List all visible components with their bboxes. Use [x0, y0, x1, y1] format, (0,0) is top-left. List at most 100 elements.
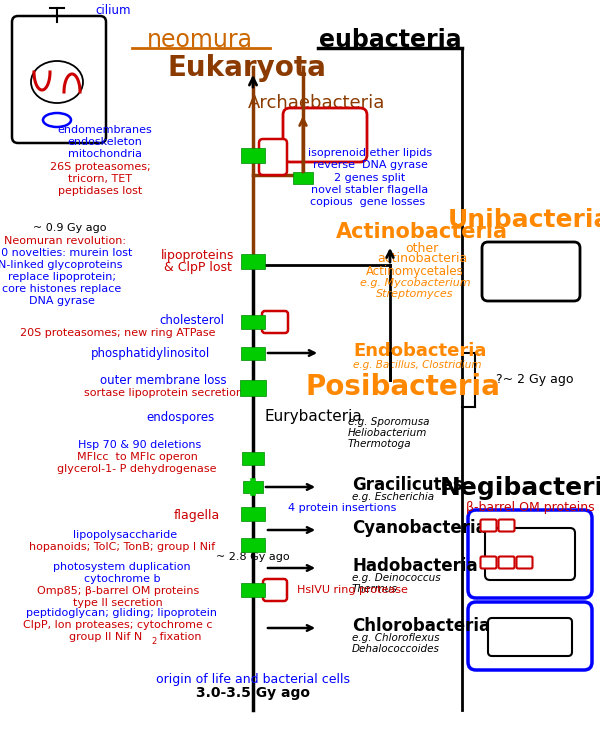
FancyBboxPatch shape	[468, 602, 592, 670]
Text: cilium: cilium	[95, 4, 131, 16]
Text: e.g. Bacillus, Clostridium: e.g. Bacillus, Clostridium	[353, 360, 482, 370]
Text: neomura: neomura	[147, 28, 253, 52]
Text: Negibacteria: Negibacteria	[439, 476, 600, 500]
Text: Eukaryota: Eukaryota	[168, 54, 327, 82]
Text: Thermus: Thermus	[352, 584, 398, 594]
Text: Unibacteria: Unibacteria	[448, 208, 600, 232]
Text: isoprenoid ether lipids: isoprenoid ether lipids	[308, 148, 432, 158]
Text: MFIcc  to MFIc operon: MFIcc to MFIc operon	[77, 452, 197, 462]
Bar	[241, 347, 265, 360]
FancyBboxPatch shape	[481, 557, 497, 568]
Bar	[241, 538, 265, 552]
Bar	[241, 507, 265, 521]
Text: Streptomyces: Streptomyces	[376, 289, 454, 299]
Text: Omp85; β-barrel OM proteins: Omp85; β-barrel OM proteins	[37, 586, 199, 596]
Text: cholesterol: cholesterol	[159, 314, 224, 327]
FancyBboxPatch shape	[488, 618, 572, 656]
Bar	[241, 583, 265, 597]
Text: 26S proteasomes;: 26S proteasomes;	[50, 162, 151, 172]
Bar	[241, 148, 265, 163]
FancyBboxPatch shape	[283, 108, 367, 162]
FancyBboxPatch shape	[481, 520, 497, 532]
Text: endoskeleton: endoskeleton	[68, 137, 142, 147]
Text: hopanoids; ToIC; TonB; group I Nif: hopanoids; ToIC; TonB; group I Nif	[29, 542, 215, 552]
Text: e.g. Escherichia: e.g. Escherichia	[352, 492, 434, 502]
Text: photosystem duplication: photosystem duplication	[53, 562, 191, 572]
Bar	[241, 315, 265, 329]
Text: flagella: flagella	[174, 509, 220, 521]
Text: Endobacteria: Endobacteria	[353, 342, 487, 360]
Bar	[243, 481, 263, 493]
Text: Dehalococcoides: Dehalococcoides	[352, 644, 440, 654]
Text: peptidases lost: peptidases lost	[58, 186, 142, 196]
Text: ?~ 2 Gy ago: ?~ 2 Gy ago	[496, 374, 574, 386]
Text: Cyanobacteria: Cyanobacteria	[352, 519, 487, 537]
Bar	[242, 452, 264, 464]
Bar	[241, 253, 265, 268]
Text: 2: 2	[151, 637, 156, 646]
Text: eubacteria: eubacteria	[319, 28, 461, 52]
FancyBboxPatch shape	[485, 528, 575, 580]
Text: type II secretion: type II secretion	[73, 598, 163, 608]
Text: 20 novelties: murein lost: 20 novelties: murein lost	[0, 248, 132, 258]
Text: tricorn, TET: tricorn, TET	[68, 174, 132, 184]
Text: 2 genes split: 2 genes split	[334, 173, 406, 183]
Bar	[240, 380, 266, 396]
FancyBboxPatch shape	[517, 557, 533, 568]
Ellipse shape	[43, 113, 71, 127]
Text: β-barrel OM proteins: β-barrel OM proteins	[466, 502, 595, 515]
Text: HslVU ring protease: HslVU ring protease	[297, 585, 408, 595]
Text: 3.0-3.5 Gy ago: 3.0-3.5 Gy ago	[196, 686, 310, 700]
Text: N-linked glycoproteins: N-linked glycoproteins	[0, 260, 122, 270]
Text: lipopolysaccharide: lipopolysaccharide	[73, 530, 177, 540]
Ellipse shape	[31, 61, 83, 103]
Text: lipoproteins: lipoproteins	[161, 249, 235, 261]
Text: Hadobacteria: Hadobacteria	[352, 557, 478, 575]
Text: fixation: fixation	[156, 632, 202, 642]
Text: Archaebacteria: Archaebacteria	[248, 94, 385, 112]
Text: Neomuran revolution:: Neomuran revolution:	[4, 236, 126, 246]
Text: endomembranes: endomembranes	[58, 125, 152, 135]
FancyBboxPatch shape	[468, 510, 592, 598]
Text: novel stabler flagella: novel stabler flagella	[311, 185, 428, 195]
Text: ClpP, lon proteases; cytochrome c: ClpP, lon proteases; cytochrome c	[23, 620, 213, 630]
FancyBboxPatch shape	[12, 16, 106, 143]
Text: e.g. Chloroflexus: e.g. Chloroflexus	[352, 633, 439, 643]
Text: glycerol-1- P dehydrogenase: glycerol-1- P dehydrogenase	[57, 464, 217, 474]
FancyBboxPatch shape	[262, 311, 288, 333]
FancyBboxPatch shape	[263, 579, 287, 601]
Text: other: other	[406, 241, 439, 255]
FancyBboxPatch shape	[499, 557, 515, 568]
Text: replace lipoprotein;: replace lipoprotein;	[8, 272, 116, 282]
Text: core histones replace: core histones replace	[2, 284, 122, 294]
Text: e.g. Mycobacterium: e.g. Mycobacterium	[359, 278, 470, 288]
Text: e.g. Sporomusa: e.g. Sporomusa	[348, 417, 430, 427]
Text: sortase lipoprotein secretion: sortase lipoprotein secretion	[83, 388, 242, 398]
Text: 20S proteasomes; new ring ATPase: 20S proteasomes; new ring ATPase	[20, 328, 216, 338]
Text: origin of life and bacterial cells: origin of life and bacterial cells	[156, 673, 350, 687]
Text: DNA gyrase: DNA gyrase	[29, 296, 95, 306]
Text: Gracilicutes: Gracilicutes	[352, 476, 463, 494]
Text: copious  gene losses: copious gene losses	[310, 197, 425, 207]
Text: peptidoglycan; gliding; lipoprotein: peptidoglycan; gliding; lipoprotein	[26, 608, 218, 618]
Text: ~ 2.8 Gy ago: ~ 2.8 Gy ago	[216, 552, 290, 562]
Text: outer membrane loss: outer membrane loss	[100, 374, 226, 387]
Bar	[293, 172, 313, 184]
Text: Chlorobacteria: Chlorobacteria	[352, 617, 490, 635]
Text: ~ 0.9 Gy ago: ~ 0.9 Gy ago	[33, 223, 107, 233]
FancyBboxPatch shape	[482, 242, 580, 301]
Text: reverse  DNA gyrase: reverse DNA gyrase	[313, 160, 427, 170]
Text: e.g. Deinococcus: e.g. Deinococcus	[352, 573, 440, 583]
Text: cytochrome b: cytochrome b	[84, 574, 160, 584]
Text: Posibacteria: Posibacteria	[305, 373, 500, 401]
Text: Hsp 70 & 90 deletions: Hsp 70 & 90 deletions	[79, 440, 202, 450]
Text: mitochondria: mitochondria	[68, 149, 142, 159]
Text: Actinomycetales: Actinomycetales	[366, 265, 464, 279]
Text: & ClpP lost: & ClpP lost	[164, 261, 232, 273]
Text: Thermotoga: Thermotoga	[348, 439, 412, 449]
FancyBboxPatch shape	[499, 520, 515, 532]
Text: Actinobacteria: Actinobacteria	[336, 222, 508, 242]
Text: 4 protein insertions: 4 protein insertions	[288, 503, 397, 513]
Text: endospores: endospores	[147, 411, 215, 425]
FancyBboxPatch shape	[259, 139, 287, 175]
